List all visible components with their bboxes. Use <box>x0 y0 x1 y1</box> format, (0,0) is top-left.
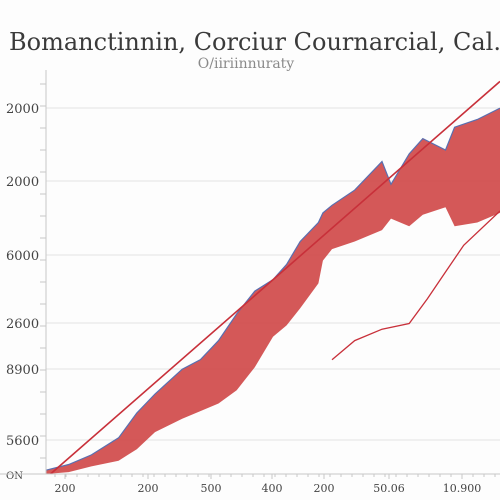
y-tick-label: 2000 <box>6 175 39 190</box>
series-layer <box>45 80 500 475</box>
x-tick-label: 400 <box>262 482 283 495</box>
series-line-2 <box>49 80 500 475</box>
y-tick-label: 6000 <box>6 249 39 264</box>
chart-subtitle: O/iiriinnuraty <box>198 56 295 72</box>
y-tick-label: 5600 <box>6 434 39 449</box>
x-tick-label: 200 <box>138 482 159 495</box>
x-tick-label: 10.900 <box>443 482 482 495</box>
grid-layer <box>40 83 500 459</box>
y-tick-label: 2000 <box>6 102 39 117</box>
series-line-1 <box>331 210 500 361</box>
y-tick-label: ON <box>6 471 23 482</box>
chart-title: Bomanctinnin, Corciur Cournarcial, Cal. <box>9 28 500 56</box>
axis-layer: 2000 2000 6000 2600 8900 5600 ON 200 200 500 400 20… <box>0 70 500 495</box>
x-tick-label: 200 <box>314 482 335 495</box>
y-tick-label: 8900 <box>6 363 39 378</box>
x-tick-label: 500 <box>201 482 222 495</box>
band-upper-edge <box>45 107 500 471</box>
band-area <box>46 108 500 474</box>
x-tick-label: 50.06 <box>373 482 405 495</box>
x-tick-label: 200 <box>55 482 76 495</box>
y-tick-label: 2600 <box>6 317 39 332</box>
